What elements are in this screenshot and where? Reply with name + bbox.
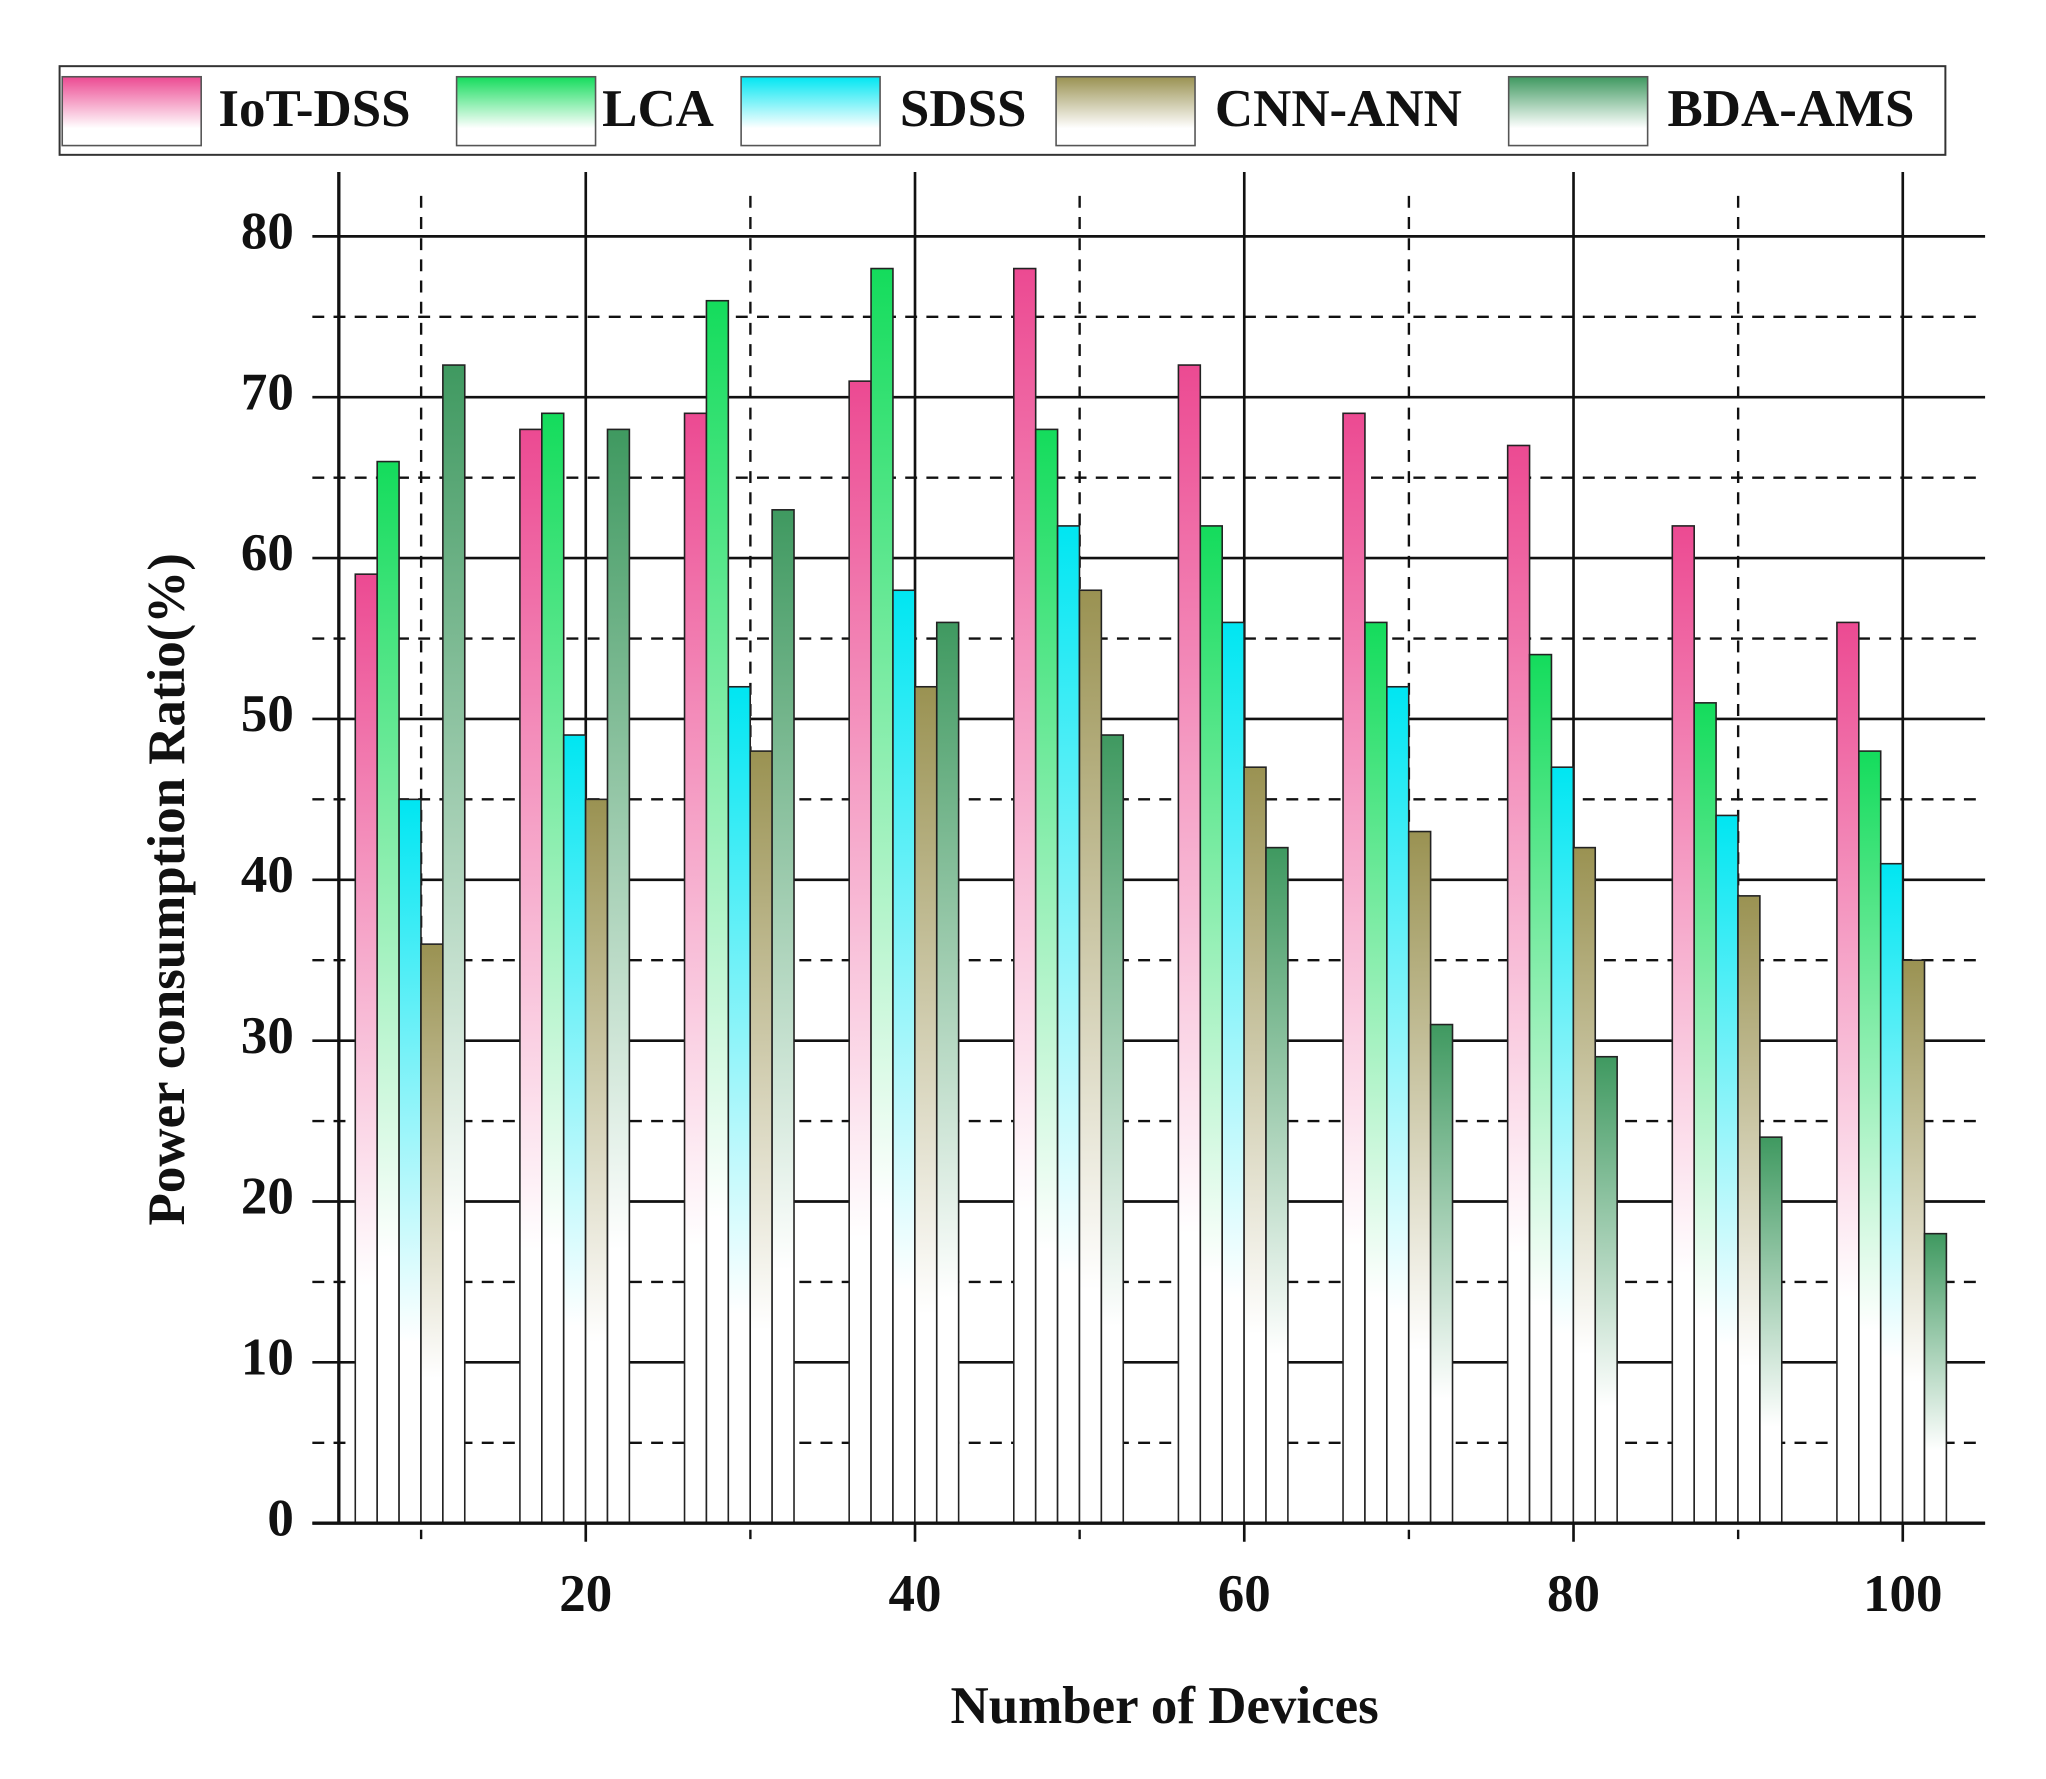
y-tick-label: 60 [241, 524, 294, 582]
bar [1572, 846, 1597, 1524]
bar [1528, 653, 1553, 1524]
y-tick-label: 30 [241, 1007, 294, 1065]
bar [1078, 589, 1103, 1524]
y-tick-label: 0 [267, 1489, 293, 1547]
bar [519, 428, 543, 1524]
bar [1012, 267, 1037, 1524]
bar [749, 750, 773, 1524]
bar [1879, 862, 1904, 1524]
bar [1342, 412, 1366, 1524]
bar [1671, 525, 1695, 1524]
legend-label: BDA-AMS [1667, 80, 1914, 138]
y-tick-label: 50 [241, 685, 294, 743]
bar [848, 380, 872, 1524]
bar [354, 573, 378, 1524]
bar [1100, 734, 1125, 1524]
x-tick-label: 20 [559, 1565, 612, 1623]
bar [683, 412, 708, 1524]
y-tick-label: 80 [241, 203, 294, 261]
bar [541, 412, 565, 1524]
bar [562, 734, 587, 1524]
bar [1429, 1023, 1454, 1524]
bar [1221, 621, 1245, 1524]
x-tick-label: 60 [1218, 1565, 1271, 1623]
bar [1693, 702, 1717, 1524]
bar [1386, 685, 1410, 1524]
legend-label: CNN-ANN [1215, 80, 1462, 138]
bar [1836, 621, 1860, 1524]
bar [727, 685, 752, 1524]
bar [398, 798, 422, 1524]
bar [1034, 428, 1059, 1524]
bar [1901, 959, 1926, 1524]
bar [1759, 1136, 1783, 1524]
bar [1923, 1232, 1948, 1524]
bar [584, 798, 609, 1524]
bar [1199, 525, 1224, 1524]
legend-swatch [740, 75, 881, 147]
legend-label: LCA [602, 80, 714, 138]
legend-swatch [455, 75, 597, 147]
bar [1177, 364, 1202, 1524]
y-axis-title: Power consumption Ratio(%) [138, 553, 196, 1225]
bar [1364, 621, 1388, 1524]
bar [1550, 766, 1575, 1524]
y-tick-label: 40 [241, 846, 294, 904]
x-tick-label: 80 [1547, 1565, 1600, 1623]
y-tick-label: 10 [241, 1328, 294, 1386]
legend-swatch [1055, 75, 1196, 147]
legend-label: SDSS [900, 80, 1027, 138]
bar [376, 460, 400, 1524]
y-tick-label: 70 [241, 363, 294, 421]
bar [1737, 895, 1761, 1524]
y-tick-label: 20 [241, 1168, 294, 1226]
x-tick-label: 40 [889, 1565, 942, 1623]
bar [705, 299, 730, 1524]
bar [1858, 750, 1882, 1524]
bar [935, 621, 960, 1524]
bar [1715, 814, 1739, 1524]
bar [914, 685, 938, 1524]
bar [1265, 846, 1289, 1524]
bar [1506, 444, 1531, 1524]
bar [420, 943, 444, 1524]
x-axis-title: Number of Devices [951, 1677, 1379, 1735]
bar [1594, 1055, 1618, 1524]
x-tick-label: 100 [1863, 1565, 1942, 1623]
bar [1056, 525, 1081, 1524]
legend-swatch [1507, 75, 1649, 147]
bar [606, 428, 631, 1524]
bar [1243, 766, 1267, 1524]
bar [771, 509, 795, 1524]
bar [1407, 830, 1432, 1524]
bar [892, 589, 916, 1524]
bar [870, 267, 894, 1524]
legend-swatch [61, 75, 202, 147]
bar [442, 364, 466, 1524]
legend-label: IoT-DSS [218, 80, 410, 138]
